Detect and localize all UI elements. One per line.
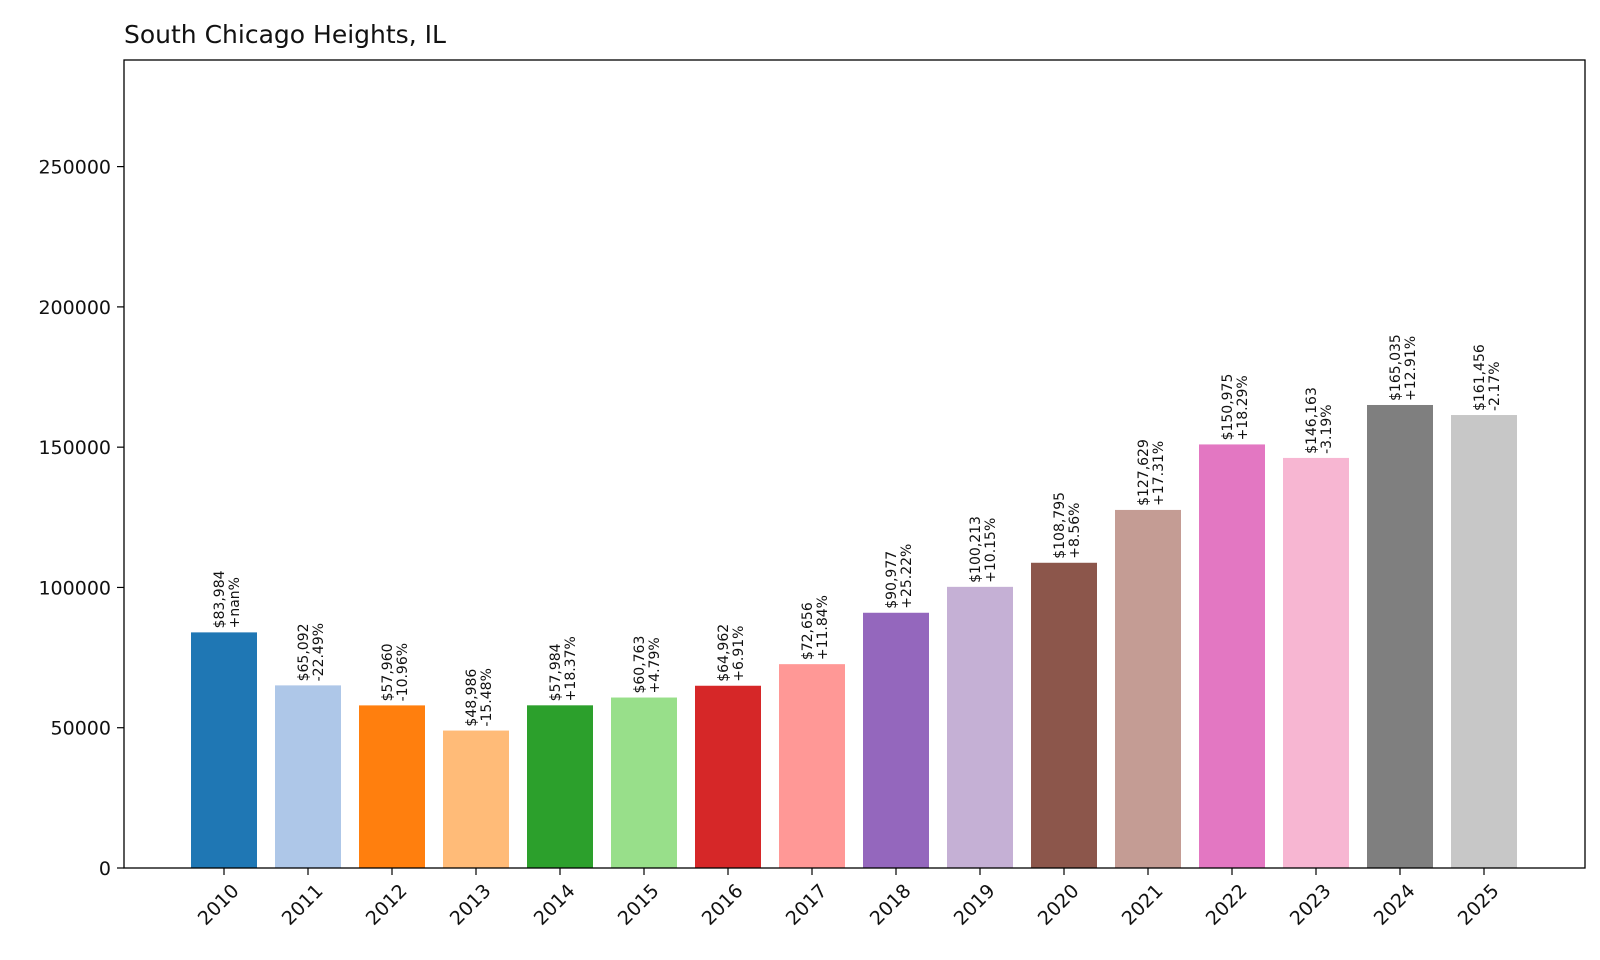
y-tick-label-100000: 100000 bbox=[38, 577, 111, 599]
bar-2015 bbox=[611, 697, 677, 868]
bar-2019 bbox=[947, 586, 1013, 868]
bar-2016 bbox=[695, 685, 761, 868]
x-tick-label-2021: 2021 bbox=[1118, 880, 1168, 930]
data-label-2019: $100,213+10.15% bbox=[968, 516, 999, 583]
x-tick-label-2017: 2017 bbox=[782, 880, 832, 930]
x-tick-label-2024: 2024 bbox=[1370, 880, 1420, 930]
data-label-2012: $57,960-10.96% bbox=[380, 643, 411, 701]
x-tick-label-2011: 2011 bbox=[278, 880, 328, 930]
x-tick-label-2025: 2025 bbox=[1454, 880, 1504, 930]
x-tick-label-2019: 2019 bbox=[950, 880, 1000, 930]
x-tick-label-2018: 2018 bbox=[866, 880, 916, 930]
x-tick-label-2012: 2012 bbox=[362, 880, 412, 930]
x-tick-label-2010: 2010 bbox=[194, 880, 244, 930]
bar-2025 bbox=[1451, 415, 1517, 868]
bar-2011 bbox=[275, 685, 341, 868]
data-label-2018: $90,977+25.22% bbox=[884, 544, 915, 609]
y-tick-label-150000: 150000 bbox=[38, 437, 111, 459]
data-label-2022: $150,975+18.29% bbox=[1220, 374, 1251, 441]
bar-2020 bbox=[1031, 562, 1097, 868]
data-label-2010: $83,984+nan% bbox=[212, 570, 243, 628]
data-label-2011: $65,092-22.49% bbox=[296, 623, 327, 681]
y-tick-label-50000: 50000 bbox=[51, 718, 111, 740]
bar-2013 bbox=[443, 730, 509, 868]
y-tick-label-250000: 250000 bbox=[38, 157, 111, 179]
x-tick-label-2014: 2014 bbox=[530, 880, 580, 930]
bar-2010 bbox=[191, 632, 257, 868]
y-tick-label-0: 0 bbox=[99, 858, 111, 880]
bar-2012 bbox=[359, 705, 425, 868]
data-label-2015: $60,763+4.79% bbox=[632, 636, 663, 694]
bar-2014 bbox=[527, 705, 593, 868]
y-tick-label-200000: 200000 bbox=[38, 297, 111, 319]
data-label-2025: $161,456-2.17% bbox=[1472, 344, 1503, 411]
bar-2023 bbox=[1283, 457, 1349, 868]
data-label-2020: $108,795+8.56% bbox=[1052, 492, 1083, 559]
data-label-2021: $127,629+17.31% bbox=[1136, 439, 1167, 506]
data-label-2023: $146,163-3.19% bbox=[1304, 387, 1335, 454]
x-tick-label-2020: 2020 bbox=[1034, 880, 1084, 930]
data-label-2024: $165,035+12.91% bbox=[1388, 334, 1419, 401]
x-tick-label-2023: 2023 bbox=[1286, 880, 1336, 930]
data-label-2013: $48,986-15.48% bbox=[464, 668, 495, 726]
x-tick-label-2015: 2015 bbox=[614, 880, 664, 930]
bar-2021 bbox=[1115, 509, 1181, 868]
data-label-2014: $57,984+18.37% bbox=[548, 636, 579, 701]
data-label-2017: $72,656+11.84% bbox=[800, 595, 831, 660]
chart-title: South Chicago Heights, IL bbox=[124, 20, 446, 49]
bar-2024 bbox=[1367, 404, 1433, 868]
x-tick-label-2016: 2016 bbox=[698, 880, 748, 930]
bar-2018 bbox=[863, 612, 929, 868]
bar-2017 bbox=[779, 664, 845, 868]
bar-2022 bbox=[1199, 444, 1265, 868]
x-tick-label-2013: 2013 bbox=[446, 880, 496, 930]
plot-frame bbox=[123, 59, 1586, 869]
x-tick-label-2022: 2022 bbox=[1202, 880, 1252, 930]
data-label-2016: $64,962+6.91% bbox=[716, 624, 747, 682]
